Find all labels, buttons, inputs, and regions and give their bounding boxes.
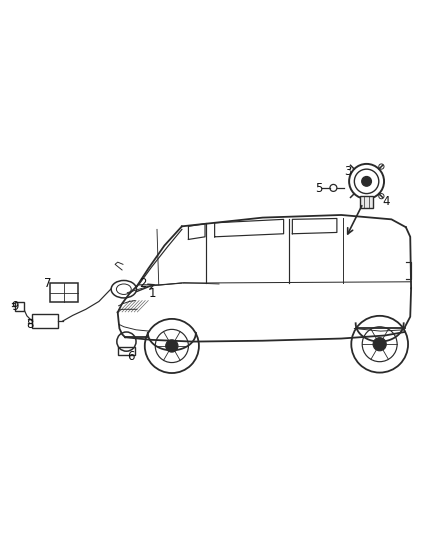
Text: 4: 4 <box>382 196 389 208</box>
FancyBboxPatch shape <box>360 196 373 207</box>
Text: 2: 2 <box>139 277 146 289</box>
Circle shape <box>166 340 178 352</box>
Text: 1: 1 <box>149 287 156 300</box>
Text: 7: 7 <box>44 277 52 289</box>
Text: 5: 5 <box>315 182 322 195</box>
Circle shape <box>373 338 386 351</box>
Text: 6: 6 <box>127 350 134 362</box>
Text: 8: 8 <box>27 318 34 330</box>
Text: 9: 9 <box>11 300 18 313</box>
Circle shape <box>362 176 371 186</box>
Text: 3: 3 <box>344 165 351 178</box>
